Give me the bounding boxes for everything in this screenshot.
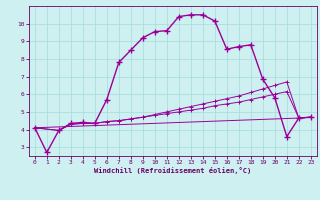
X-axis label: Windchill (Refroidissement éolien,°C): Windchill (Refroidissement éolien,°C) [94, 167, 252, 174]
